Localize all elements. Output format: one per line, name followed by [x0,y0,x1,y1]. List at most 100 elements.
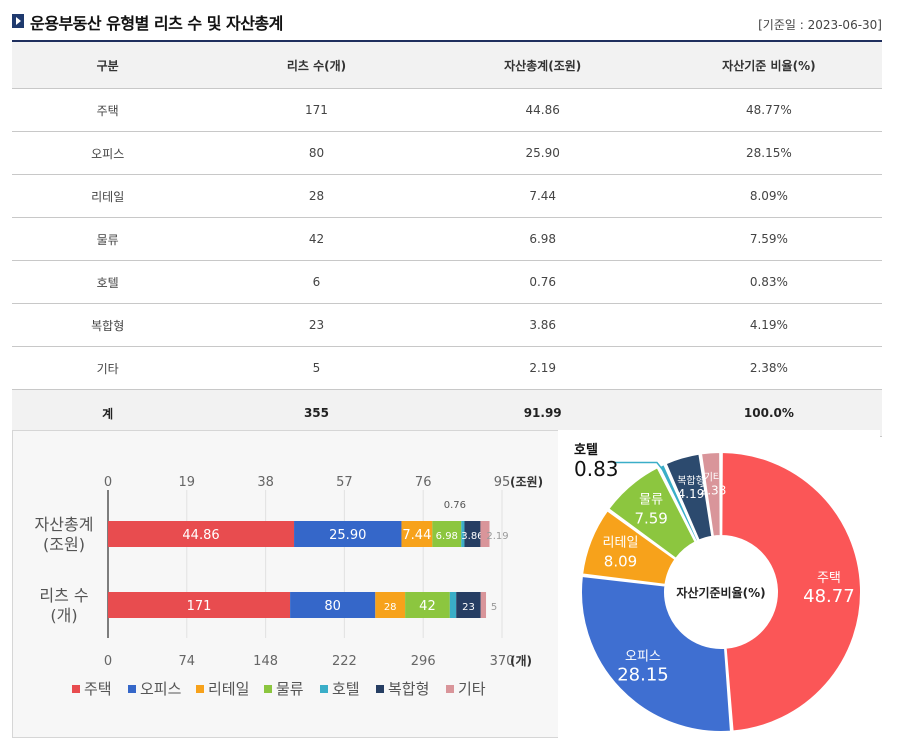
legend-swatch [264,685,272,693]
top-axis-tick: 95 [494,475,511,490]
cell-ratio: 0.83% [655,260,882,304]
column-header-count: 리츠 수(개) [203,42,430,89]
top-axis-tick: 38 [257,475,274,490]
donut-label-value: 2.38 [700,483,727,497]
reference-date: [기준일 : 2023-06-30] [758,18,882,32]
cell-count: 171 [203,88,430,132]
cell-category: 호텔 [12,260,204,304]
donut-hole [666,537,776,647]
cell-assets: 2.19 [429,346,656,390]
total-category: 계 [12,389,204,437]
bottom-axis-tick: 296 [411,654,436,669]
cell-ratio: 48.77% [655,88,882,132]
cell-ratio: 8.09% [655,174,882,218]
bar-segment-기타 [480,521,490,547]
cell-category: 물류 [12,217,204,261]
donut-slice-주택 [720,450,862,733]
donut-label-value: 28.15 [617,665,669,686]
bar-label: 171 [187,599,212,614]
top-axis-tick: 57 [336,475,353,490]
bar-label: 7.44 [402,528,431,543]
table-row: 호텔 6 0.76 0.83% [12,260,882,304]
donut-label-name: 복합형 [677,475,705,487]
table-row: 오피스 80 25.90 28.15% [12,131,882,175]
table-row: 주택 171 44.86 48.77% [12,88,882,132]
legend-swatch [446,685,454,693]
top-axis-tick: 0 [104,475,112,490]
bar-segment-복합형 [464,521,481,547]
bullet-arrow-icon [12,14,24,28]
bar-label: 44.86 [182,528,219,543]
cell-count: 80 [203,131,430,175]
category-label: (개) [50,606,77,625]
bar-label: 3.86 [461,531,483,542]
bar-segment-호텔 [449,592,457,618]
bar-label: 5 [491,602,497,613]
legend-label: 물류 [276,680,304,698]
cell-count: 42 [203,217,430,261]
cell-category: 주택 [12,88,204,132]
top-axis-tick: 76 [415,475,432,490]
bar-segment-물류 [432,521,462,547]
table-row: 복합형 23 3.86 4.19% [12,303,882,347]
cell-assets: 6.98 [429,217,656,261]
bar-segment-리테일 [375,592,406,618]
bottom-axis-unit: (개) [510,654,532,668]
donut-slice-오피스 [580,574,733,733]
bar-segment-주택 [108,592,291,618]
donut-label-name: 물류 [639,493,663,508]
top-axis-unit: (조원) [510,475,543,489]
donut-label-value: 8.09 [604,552,637,570]
donut-label-name: 리테일 [603,535,639,550]
bottom-axis-tick: 222 [332,654,357,669]
bottom-axis-tick: 74 [179,654,196,669]
table-row: 리테일 28 7.44 8.09% [12,174,882,218]
table-header-row: 구분 리츠 수(개) 자산총계(조원) 자산기준 비율(%) [12,42,882,89]
cell-category: 오피스 [12,131,204,175]
category-label: 리츠 수 [39,586,88,605]
legend-label: 리테일 [208,680,249,698]
bar-label: 2.19 [486,531,508,542]
cell-count: 28 [203,174,430,218]
cell-count: 6 [203,260,430,304]
donut-slice-리테일 [581,508,677,587]
bottom-axis-tick: 148 [253,654,278,669]
cell-assets: 3.86 [429,303,656,347]
donut-label-name: 오피스 [625,650,661,665]
cell-ratio: 28.15% [655,131,882,175]
donut-label-name: 호텔 [574,443,598,458]
legend-label: 기타 [458,680,486,698]
legend-swatch [128,685,136,693]
bar-label: 25.90 [329,528,366,543]
hotel-callout-line [613,461,666,473]
bar-label: 23 [462,602,475,613]
donut-center-title: 자산기준비율(%) [676,585,765,600]
total-count: 355 [203,389,430,437]
donut-label-value: 48.77 [803,586,855,607]
donut-slice-기타 [699,450,722,538]
legend-swatch [376,685,384,693]
table-total-row: 계 355 91.99 100.0% [12,389,882,437]
column-header-assets: 자산총계(조원) [429,42,656,89]
bar-label: 42 [419,599,436,614]
donut-slice-물류 [606,465,697,561]
category-label: 자산총계 [35,515,94,534]
legend-label: 복합형 [388,680,429,698]
bar-segment-주택 [108,521,295,547]
cell-ratio: 7.59% [655,217,882,261]
bar-segment-물류 [405,592,450,618]
legend-label: 오피스 [140,680,182,698]
section-title: 운용부동산 유형별 리츠 수 및 자산총계 [30,14,283,33]
bar-segment-호텔 [461,521,465,547]
bar-segment-기타 [480,592,487,618]
category-label: (조원) [43,535,85,554]
cell-category: 리테일 [12,174,204,218]
cell-assets: 44.86 [429,88,656,132]
bottom-axis-tick: 370 [490,654,515,669]
bar-label: 28 [384,602,397,613]
column-header-category: 구분 [12,42,204,89]
bottom-axis-tick: 0 [104,654,112,669]
cell-assets: 0.76 [429,260,656,304]
top-axis-tick: 19 [179,475,196,490]
